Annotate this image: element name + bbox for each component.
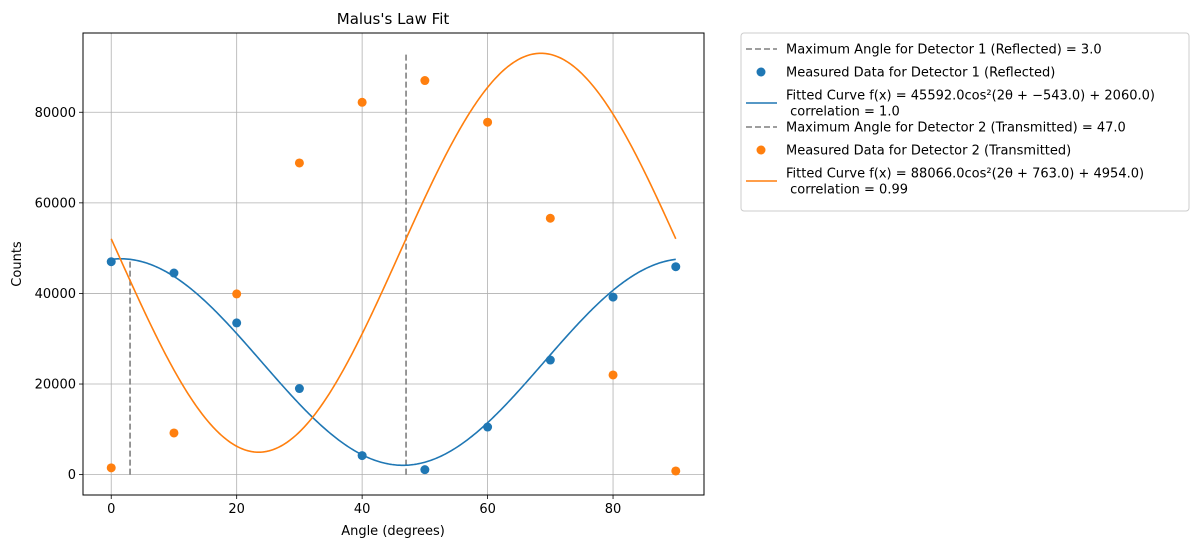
data-point <box>545 213 555 223</box>
data-point <box>294 158 304 168</box>
data-point <box>420 76 430 86</box>
legend-label-line2: correlation = 0.99 <box>786 183 908 198</box>
chart-title: Malus's Law Fit <box>337 10 450 28</box>
data-point <box>232 318 242 328</box>
legend: Maximum Angle for Detector 1 (Reflected)… <box>740 32 1190 212</box>
y-tick-label: 0 <box>68 468 76 483</box>
x-tick-label: 20 <box>228 502 245 517</box>
x-axis-label: Angle (degrees) <box>341 524 445 539</box>
data-point <box>545 355 555 365</box>
legend-label: Fitted Curve f(x) = 45592.0cos²(2θ + −54… <box>786 89 1155 104</box>
fitted-curve <box>111 257 676 467</box>
y-tick-label: 80000 <box>35 106 76 121</box>
max-angle-lines <box>129 53 407 475</box>
data-point <box>420 465 430 475</box>
plot-frame <box>82 32 705 496</box>
x-tick-label: 60 <box>479 502 496 517</box>
legend-label: Measured Data for Detector 2 (Transmitte… <box>786 144 1071 159</box>
legend-label: Maximum Angle for Detector 1 (Reflected)… <box>786 43 1102 58</box>
y-tick-label: 60000 <box>35 196 76 211</box>
data-point <box>671 262 681 272</box>
data-point <box>357 451 367 461</box>
data-point <box>106 463 116 473</box>
data-point <box>169 428 179 438</box>
data-point <box>608 292 618 302</box>
x-tick-label: 80 <box>605 502 622 517</box>
grid <box>83 33 704 495</box>
y-axis-label: Counts <box>10 241 25 287</box>
axis-ticks: 0 20 40 60 80 0 20000 40000 60000 80000 <box>35 106 622 517</box>
y-tick-label: 40000 <box>35 287 76 302</box>
legend-label: Measured Data for Detector 1 (Reflected) <box>786 66 1055 81</box>
data-point <box>232 289 242 299</box>
y-tick-label: 20000 <box>35 378 76 393</box>
data-point <box>294 384 304 394</box>
x-tick-label: 0 <box>107 502 115 517</box>
data-point <box>608 370 618 380</box>
data-point <box>106 257 116 267</box>
legend-label-line2: correlation = 1.0 <box>786 105 900 120</box>
data-point <box>357 97 367 107</box>
fitted-curves <box>110 52 677 467</box>
data-point <box>671 466 681 476</box>
data-points <box>106 76 681 476</box>
data-point <box>169 268 179 278</box>
legend-marker-dot <box>756 145 766 155</box>
x-tick-label: 40 <box>354 502 371 517</box>
fitted-curve <box>110 52 677 453</box>
data-point <box>483 422 493 432</box>
legend-frame <box>740 32 1190 212</box>
legend-label: Fitted Curve f(x) = 88066.0cos²(2θ + 763… <box>786 167 1144 182</box>
data-point <box>483 117 493 127</box>
legend-marker-dot <box>756 67 766 77</box>
legend-label: Maximum Angle for Detector 2 (Transmitte… <box>786 121 1126 136</box>
